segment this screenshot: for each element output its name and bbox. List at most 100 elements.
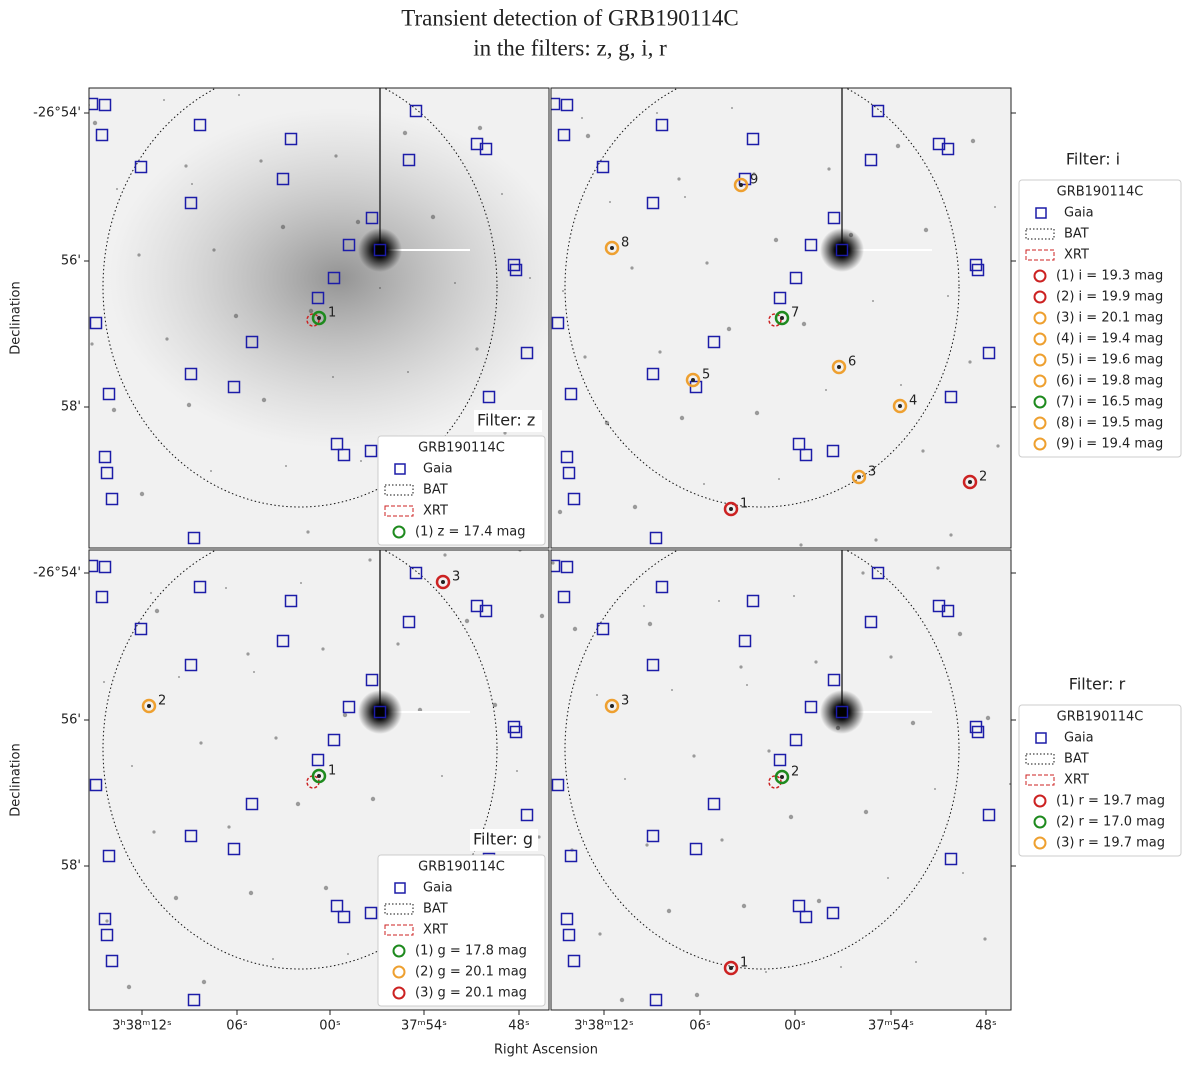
speck: [274, 736, 277, 739]
speck: [720, 838, 723, 841]
legend-title: GRB190114C: [418, 441, 505, 456]
speck: [778, 478, 780, 480]
speck: [127, 985, 131, 989]
speck: [840, 966, 842, 968]
filter-label: Filter: i: [1066, 150, 1120, 169]
marker-label: 3: [868, 465, 876, 480]
speck: [667, 909, 671, 913]
speck: [296, 802, 300, 806]
x-tick-label: 37ᵐ54ˢ: [868, 1019, 914, 1034]
speck: [962, 872, 964, 874]
speck: [334, 154, 337, 157]
panel-content: 123: [549, 529, 1012, 1010]
speck: [116, 188, 118, 190]
speck: [249, 891, 253, 895]
speck: [360, 460, 362, 462]
speck: [827, 167, 830, 170]
speck: [583, 355, 586, 358]
y-axis-label: Declination: [9, 281, 24, 355]
legend-item: XRT: [423, 923, 448, 938]
bright-star: [820, 228, 864, 272]
y-tick-label: 58': [61, 859, 81, 874]
detection-core: [317, 316, 321, 320]
speck: [630, 266, 633, 269]
speck: [306, 530, 309, 533]
filter-label: Filter: r: [1069, 675, 1126, 694]
speck: [746, 684, 748, 686]
speck: [924, 228, 928, 232]
speck: [684, 196, 686, 198]
legend-title: GRB190114C: [418, 860, 505, 875]
legend-item: Gaia: [423, 462, 453, 477]
legend-item: Gaia: [1064, 206, 1094, 221]
speck: [755, 411, 759, 415]
legend-item: Gaia: [1064, 731, 1094, 746]
speck: [692, 754, 695, 757]
legend-item: BAT: [1064, 752, 1089, 767]
speck: [718, 600, 720, 602]
speck: [152, 830, 155, 833]
x-tick-label: 48ˢ: [975, 1019, 997, 1034]
legend-detection: (3) r = 19.7 mag: [1056, 836, 1165, 851]
detection-core: [837, 365, 841, 369]
filter-label: Filter: g: [473, 830, 533, 849]
speck: [645, 843, 648, 846]
speck: [454, 282, 456, 284]
speck: [643, 605, 645, 607]
speck: [887, 877, 889, 879]
y-axis-label: Declination: [9, 743, 24, 817]
speck: [586, 134, 590, 138]
y-tick-label: 56': [61, 713, 81, 728]
speck: [227, 825, 230, 828]
detection-core: [780, 316, 784, 320]
marker-label: 9: [750, 173, 758, 188]
x-axis-label: Right Ascension: [494, 1043, 598, 1058]
speck: [774, 238, 778, 242]
x-tick-label: 06ˢ: [226, 1019, 248, 1034]
speck: [705, 261, 708, 264]
speck: [285, 465, 287, 467]
legend-title: GRB190114C: [1057, 185, 1144, 200]
x-tick-label: 06ˢ: [689, 1019, 711, 1034]
legend-detection: (8) i = 19.5 mag: [1056, 416, 1163, 431]
legend-box: [1019, 705, 1181, 856]
speck: [343, 713, 347, 717]
speck: [658, 350, 661, 353]
speck: [889, 655, 892, 658]
speck: [656, 112, 658, 114]
speck: [165, 337, 168, 340]
detection-core: [610, 246, 614, 250]
speck: [562, 290, 564, 292]
bright-star: [358, 690, 402, 734]
speck: [802, 322, 806, 326]
marker-label: 1: [328, 306, 336, 321]
marker-label: 1: [740, 497, 748, 512]
marker-label: 5: [702, 368, 710, 383]
speck: [371, 797, 375, 801]
speck: [934, 788, 936, 790]
x-tick-label: 3ʰ38ᵐ12ˢ: [112, 1019, 172, 1034]
speck: [501, 193, 503, 195]
speck: [551, 561, 554, 564]
speck: [915, 961, 917, 963]
speck: [793, 595, 795, 597]
speck: [872, 300, 874, 302]
x-tick-label: 3ʰ38ᵐ12ˢ: [574, 1019, 634, 1034]
detection-core: [729, 966, 733, 970]
y-tick-label: 58': [61, 400, 81, 415]
speck: [936, 566, 939, 569]
speck: [238, 94, 240, 96]
y-tick-label: 56': [61, 254, 81, 269]
speck: [896, 144, 900, 148]
speck: [300, 582, 302, 584]
legend-item: BAT: [423, 902, 448, 917]
speck: [163, 99, 165, 101]
speck: [994, 206, 996, 208]
x-tick-label: 00ˢ: [784, 1019, 806, 1034]
y-tick-label: -26°54': [33, 566, 81, 581]
speck: [598, 932, 601, 935]
speck: [150, 592, 152, 594]
speck: [174, 896, 178, 900]
